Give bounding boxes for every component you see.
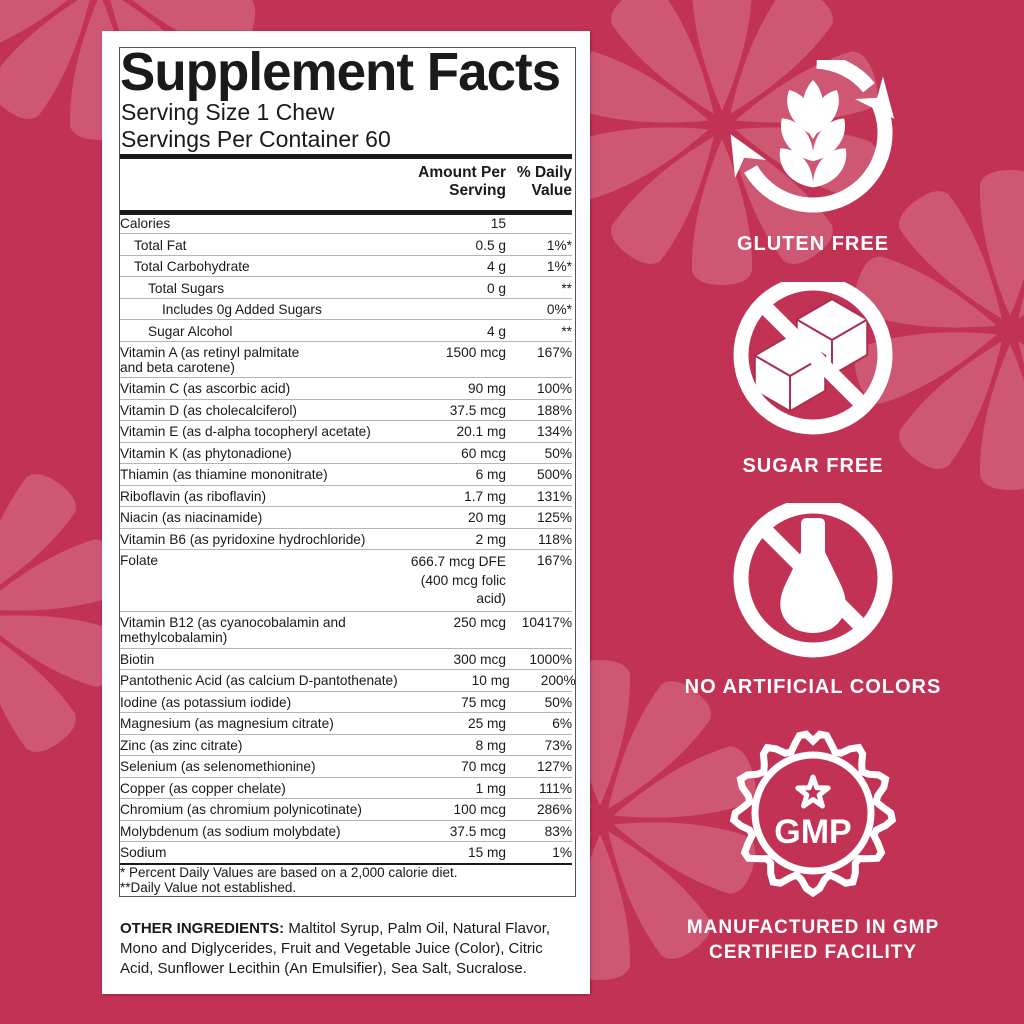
svg-text:GMP: GMP bbox=[774, 813, 851, 851]
